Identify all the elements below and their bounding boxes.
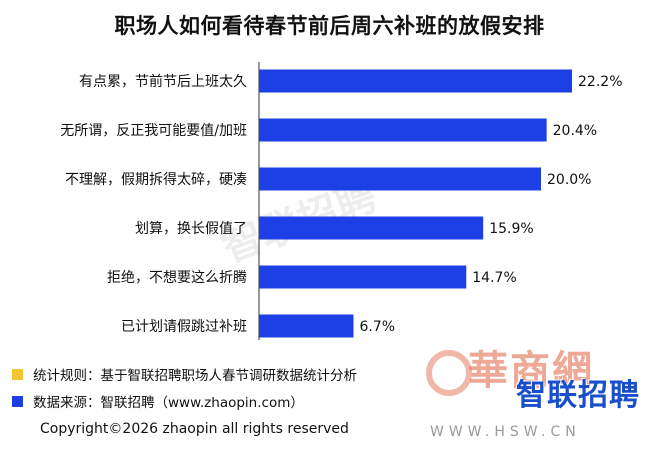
bar	[259, 265, 467, 289]
bar	[259, 314, 354, 338]
category-label: 无所谓，反正我可能要值/加班	[60, 123, 247, 139]
category-label: 不理解，假期拆得太碎，硬凑	[65, 171, 247, 188]
note-source: 数据来源：智联招聘（www.zhaopin.com）	[12, 391, 304, 411]
note-rule-text: 统计规则：基于智联招聘职场人春节调研数据统计分析	[33, 368, 357, 384]
chart-title: 职场人如何看待春节前后周六补班的放假安排	[114, 14, 545, 38]
note-source-text: 数据来源：智联招聘（www.zhaopin.com）	[33, 395, 304, 411]
bar	[259, 167, 541, 191]
category-label: 已计划请假跳过补班	[121, 319, 247, 335]
copyright: Copyright©2026 zhaopin all rights reserv…	[40, 421, 349, 437]
site-url: WWW.HSW.CN	[430, 424, 581, 440]
value-label: 20.0%	[547, 172, 591, 188]
value-label: 14.7%	[472, 270, 516, 286]
value-label: 20.4%	[553, 123, 597, 139]
value-label: 15.9%	[489, 221, 533, 237]
note-rule-marker	[12, 368, 23, 380]
logo-ring-icon	[426, 350, 472, 396]
bar	[259, 118, 547, 142]
bar-chart: 有点累，节前节后上班太久 22.2% 无所谓，反正我可能要值/加班 20.4% 不理解，…	[60, 62, 623, 340]
category-label: 拒绝，不想要这么折腾	[107, 269, 247, 286]
value-label: 6.7%	[359, 319, 395, 335]
bar	[259, 69, 573, 93]
zhaopin-logo: 智联招聘	[516, 378, 640, 413]
note-source-marker	[12, 395, 23, 407]
bar	[259, 216, 484, 240]
category-label: 划算，换长假值了	[135, 220, 247, 237]
category-label: 有点累，节前节后上班太久	[79, 73, 247, 90]
value-label: 22.2%	[578, 74, 622, 90]
note-rule: 统计规则：基于智联招聘职场人春节调研数据统计分析	[12, 364, 357, 384]
hsw-logo: 華商網	[468, 348, 594, 394]
